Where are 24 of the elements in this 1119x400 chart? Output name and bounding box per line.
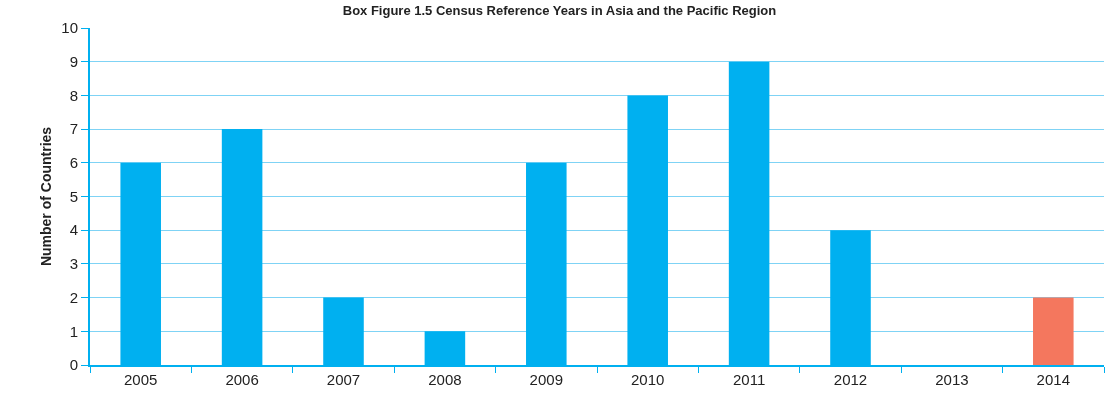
y-tick-label: 0 [69,356,78,374]
y-axis-title: Number of Countries [38,126,54,267]
y-tick-label: 2 [69,288,78,306]
x-tick-label: 2012 [833,371,868,388]
y-tick-label: 1 [69,322,78,340]
x-tick-label: 2013 [935,371,969,388]
chart-title: Box Figure 1.5 Census Reference Years in Asia and the Pacific Region [342,3,777,19]
y-tick-label: 10 [61,19,78,37]
x-tick-label: 2006 [225,371,259,388]
y-tick-label: 5 [69,187,78,205]
y-tick-label: 6 [69,154,78,172]
x-tick-label: 2009 [529,371,563,388]
y-tick-label: 7 [69,120,78,138]
y-tick-label: 9 [69,52,78,70]
x-tick-label: 2007 [326,371,361,388]
y-tick-label: 4 [69,221,78,239]
x-tick-label: 2011 [732,371,766,388]
y-tick-label: 8 [69,86,78,104]
x-tick-label: 2010 [631,371,665,388]
x-tick-label: 2014 [1036,371,1070,388]
x-tick-label: 2008 [428,371,462,388]
bar [1033,297,1074,365]
y-tick-label: 3 [69,255,78,273]
x-tick-label: 2005 [124,371,158,388]
